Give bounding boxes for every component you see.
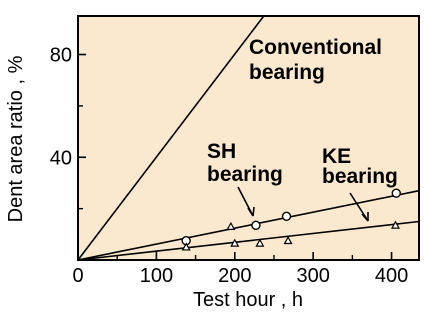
x-tick-label-300: 300 <box>296 265 329 287</box>
axis-ticks: 0 100 200 300 400 40 80 <box>50 45 409 287</box>
annotation-ke-line2: bearing <box>322 165 398 188</box>
x-axis-title: Test hour , h <box>193 289 303 311</box>
sh-bearing-point-3 <box>281 211 292 222</box>
sh-bearing-line <box>77 189 420 261</box>
x-tick-label-0: 0 <box>72 265 83 287</box>
annotation-ke-line1: KE <box>322 145 351 168</box>
x-tick-label-100: 100 <box>140 265 173 287</box>
ke-bearing-point-2 <box>226 221 236 231</box>
plot-area <box>78 16 419 260</box>
series-markers <box>181 188 401 251</box>
annotation-sh-line2: bearing <box>207 163 283 186</box>
sh-bearing-point-2 <box>251 220 261 231</box>
annotation-ke-bearing: KE bearing <box>322 145 398 188</box>
annotation-arrows <box>237 186 369 222</box>
y-axis-title: Dent area ratio , % <box>5 55 27 222</box>
ke-arrow <box>349 192 369 222</box>
annotation-conventional-bearing: Conventional bearing <box>249 36 388 84</box>
ke-bearing-line <box>77 220 420 261</box>
ke-bearing-point-5 <box>283 236 293 245</box>
sh-bearing-point-4 <box>391 188 401 198</box>
annotation-conventional-line1: Conventional <box>249 36 382 59</box>
y-tick-label-40: 40 <box>50 147 72 169</box>
ke-bearing-point-3 <box>230 238 240 247</box>
ke-bearing-point-4 <box>255 238 265 247</box>
x-tick-label-200: 200 <box>218 265 251 287</box>
annotation-sh-line1: SH <box>207 140 236 163</box>
annotation-conventional-line2: bearing <box>249 61 325 84</box>
annotation-sh-bearing: SH bearing <box>207 140 283 186</box>
plot-frame <box>77 15 420 261</box>
conventional-bearing-line <box>77 15 265 261</box>
x-tick-label-400: 400 <box>375 265 408 287</box>
y-tick-label-80: 80 <box>50 45 72 67</box>
ke-bearing-point-1 <box>181 242 191 251</box>
ke-bearing-point-6 <box>390 220 401 229</box>
series-lines <box>77 15 420 261</box>
sh-arrow <box>237 186 255 217</box>
